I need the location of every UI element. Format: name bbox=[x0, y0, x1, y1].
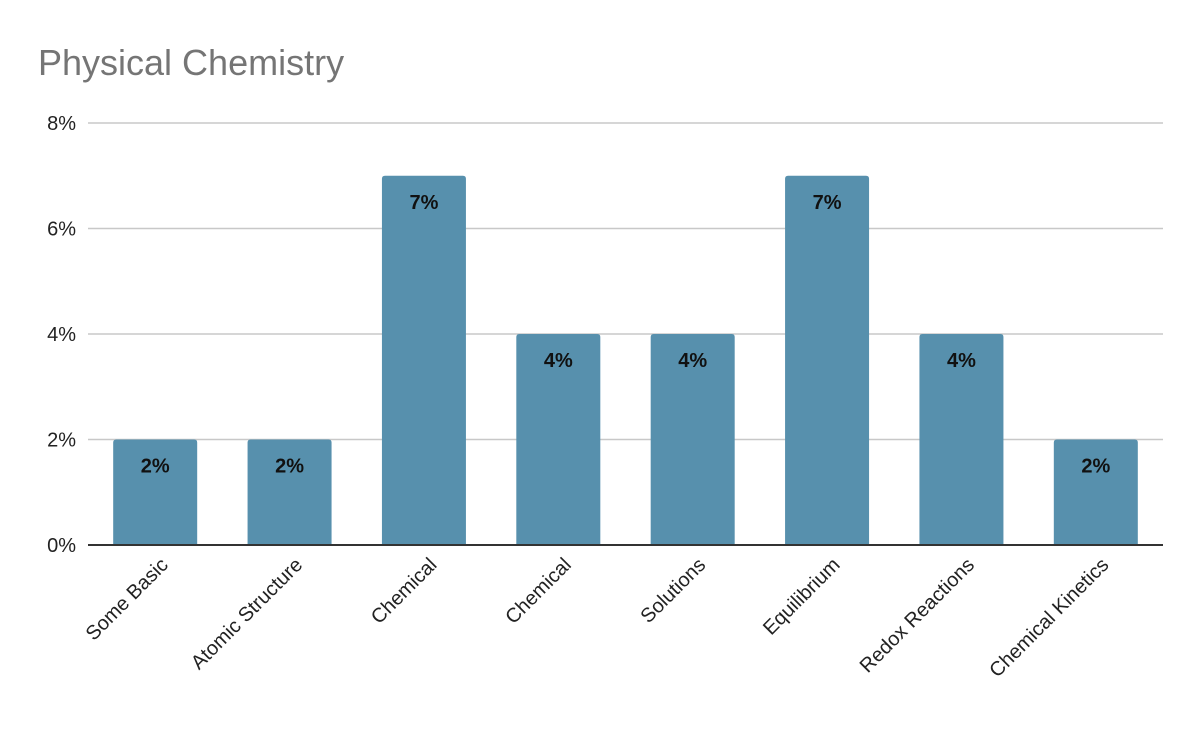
data-label: 4% bbox=[544, 350, 573, 372]
x-tick-label: Atomic Structure bbox=[187, 554, 307, 674]
data-label: 2% bbox=[141, 456, 170, 478]
x-tick-label: Chemical bbox=[501, 554, 576, 629]
x-tick-label: Redox Reactions bbox=[856, 554, 979, 677]
data-label: 4% bbox=[678, 350, 707, 372]
y-tick-label: 0% bbox=[47, 535, 76, 557]
y-tick-label: 2% bbox=[47, 430, 76, 452]
x-tick-label: Solutions bbox=[636, 554, 710, 628]
bar bbox=[785, 175, 870, 545]
data-label: 7% bbox=[813, 192, 842, 214]
x-tick-label: Some Basic bbox=[82, 554, 173, 645]
y-tick-label: 4% bbox=[47, 324, 76, 346]
bar bbox=[919, 334, 1004, 545]
x-tick-label: Equilibrium bbox=[759, 554, 845, 640]
x-tick-label: Chemical Kinetics bbox=[985, 554, 1113, 682]
bar bbox=[650, 334, 735, 545]
bar bbox=[247, 439, 332, 545]
y-tick-label: 8% bbox=[47, 113, 76, 135]
data-label: 2% bbox=[1081, 456, 1110, 478]
data-label: 4% bbox=[947, 350, 976, 372]
chart-title: Physical Chemistry bbox=[38, 42, 344, 83]
bar bbox=[381, 175, 466, 545]
data-label: 7% bbox=[409, 192, 438, 214]
data-label: 2% bbox=[275, 456, 304, 478]
x-tick-label: Chemical bbox=[367, 554, 442, 629]
bar bbox=[1053, 439, 1138, 545]
y-tick-label: 6% bbox=[47, 219, 76, 241]
bar bbox=[516, 334, 601, 545]
bar bbox=[113, 439, 198, 545]
